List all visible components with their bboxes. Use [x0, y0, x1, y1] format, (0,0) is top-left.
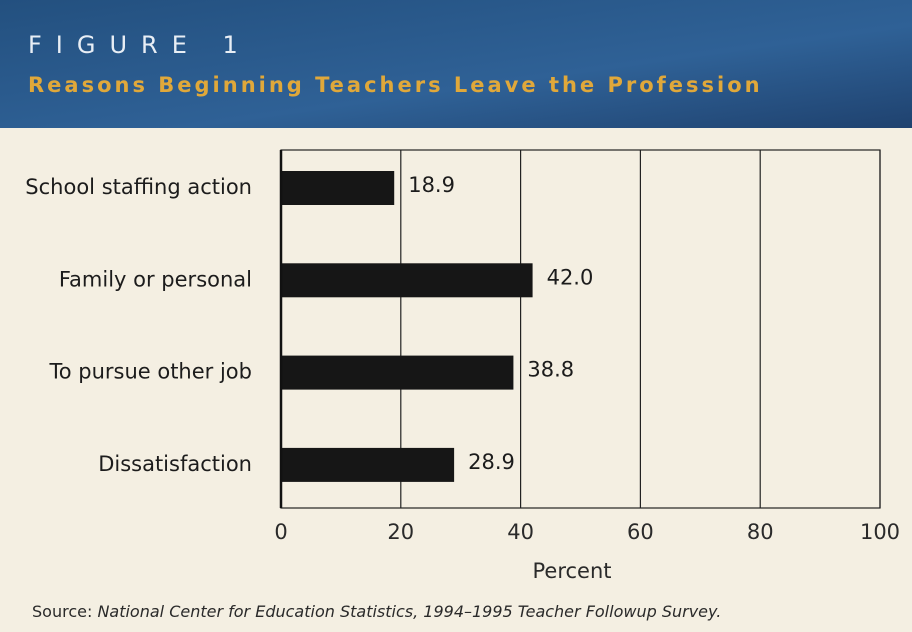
header-band [0, 0, 912, 128]
value-label: 28.9 [468, 450, 515, 474]
bar [281, 447, 455, 482]
y-tick-label: Family or personal [59, 267, 252, 291]
x-tick-label: 60 [627, 520, 654, 544]
x-tick-label: 0 [274, 520, 287, 544]
value-label: 18.9 [408, 173, 455, 197]
x-tick-label: 100 [860, 520, 900, 544]
chart-title: Reasons Beginning Teachers Leave the Pro… [28, 73, 763, 97]
y-tick-label: To pursue other job [48, 360, 252, 384]
bar [281, 355, 514, 390]
x-tick-label: 80 [747, 520, 774, 544]
bar [281, 263, 533, 298]
source-label: Source: [32, 602, 92, 621]
value-label: 38.8 [527, 358, 574, 382]
source-text: National Center for Education Statistics… [97, 602, 721, 621]
x-tick-label: 40 [507, 520, 534, 544]
y-tick-label: School staffing action [25, 175, 252, 199]
value-label: 42.0 [547, 265, 594, 289]
source: Source: National Center for Education St… [32, 602, 721, 621]
figure-label: FIGURE 1 [28, 31, 252, 59]
bar [281, 171, 395, 205]
y-tick-label: Dissatisfaction [98, 452, 252, 476]
x-axis-label: Percent [532, 559, 611, 583]
x-tick-label: 20 [387, 520, 414, 544]
